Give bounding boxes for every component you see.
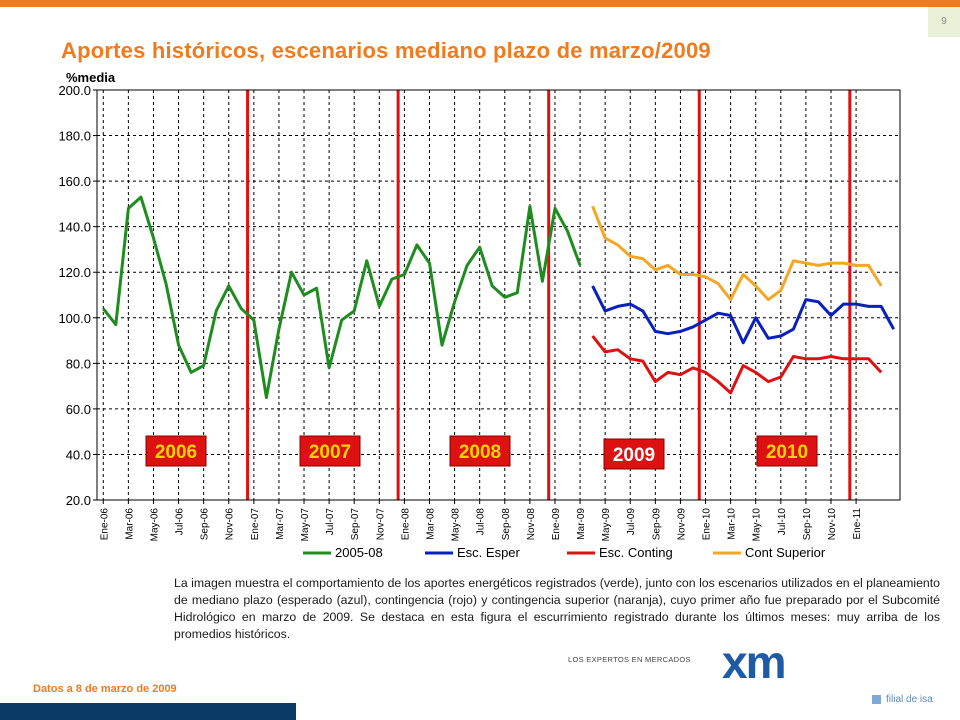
year-label: 2009 (603, 438, 665, 470)
x-tick-label: Ene-07 (250, 508, 261, 541)
y-tick-label: 100.0 (58, 311, 91, 326)
y-tick-label: 80.0 (66, 356, 91, 371)
y-axis-ticks: 200.0 180.0 160.0 140.0 120.0 100.0 80.0 60.0 40… (58, 83, 97, 508)
grid-lines (97, 90, 900, 500)
legend-label: Cont Superior (745, 545, 826, 560)
page-title: Aportes históricos, escenarios mediano p… (61, 38, 711, 63)
logo-subtitle: filial de isa (886, 694, 933, 705)
page-number: 9 (941, 16, 947, 27)
x-tick-label: Jul-09 (626, 508, 637, 536)
bottom-accent-bar (0, 703, 296, 720)
y-tick-label: 160.0 (58, 174, 91, 189)
x-tick-label: May-10 (752, 508, 763, 542)
x-tick-label: Ene-11 (852, 508, 863, 540)
x-tick-label: Jul-07 (325, 508, 336, 536)
x-tick-label: Sep-07 (350, 508, 361, 541)
y-tick-label: 40.0 (66, 447, 91, 462)
x-tick-label: Ene-08 (400, 508, 411, 541)
x-tick-label: Nov-10 (827, 508, 838, 541)
x-tick-label: Sep-06 (200, 508, 211, 541)
x-tick-label: Ene-06 (99, 508, 110, 541)
x-tick-label: May-09 (601, 508, 612, 542)
y-tick-label: 200.0 (58, 83, 91, 98)
x-tick-label: Mar-07 (275, 508, 286, 540)
chart-caption: La imagen muestra el comportamiento de l… (174, 576, 940, 641)
line-chart: %media 200.0 180.0 160.0 140.0 120.0 100.0 80.… (58, 70, 901, 560)
x-tick-label: Jul-10 (777, 508, 788, 536)
x-tick-label: Mar-06 (124, 508, 135, 540)
series-lines (102, 195, 896, 399)
year-label-box (449, 435, 511, 467)
x-axis-ticks: Ene-06 Mar-06 May-06 Jul-06 Sep-06 Nov-06 Ene-… (99, 500, 863, 541)
series-line (591, 205, 883, 302)
year-label-text: 2008 (459, 442, 501, 463)
top-accent-bar (0, 0, 960, 7)
y-tick-label: 120.0 (58, 265, 91, 280)
x-tick-label: May-06 (149, 508, 160, 542)
page-number-box (928, 7, 960, 37)
year-label-box (299, 435, 361, 467)
x-tick-label: Mar-10 (727, 508, 738, 540)
x-tick-label: Ene-10 (702, 508, 713, 541)
year-label: 2006 (145, 435, 207, 467)
year-label: 2008 (449, 435, 511, 467)
x-tick-label: Mar-09 (576, 508, 587, 540)
x-tick-label: May-07 (300, 508, 311, 542)
year-label: 2007 (299, 435, 361, 467)
data-date-note: Datos a 8 de marzo de 2009 (33, 683, 177, 695)
x-tick-label: Sep-09 (651, 508, 662, 541)
logo-tagline: LOS EXPERTOS EN MERCADOS (568, 655, 691, 664)
year-labels: 2006 2007 2008 2009 2010 (145, 435, 818, 470)
chart-legend: 2005-08 Esc. Esper Esc. Conting Cont Superi… (303, 545, 826, 560)
legend-item: Cont Superior (713, 545, 826, 560)
x-tick-label: Nov-06 (225, 508, 236, 541)
x-tick-label: Sep-10 (802, 508, 813, 541)
legend-label: Esc. Conting (599, 545, 673, 560)
x-tick-label: May-08 (451, 508, 462, 542)
series-line (591, 335, 883, 395)
year-dividers (246, 90, 852, 500)
x-tick-label: Nov-07 (375, 508, 386, 541)
x-tick-label: Nov-09 (676, 508, 687, 541)
x-tick-label: Sep-08 (501, 508, 512, 541)
y-tick-label: 20.0 (66, 493, 91, 508)
legend-item: Esc. Conting (567, 545, 673, 560)
x-tick-label: Jul-08 (476, 508, 487, 536)
year-label-text: 2010 (766, 442, 808, 463)
year-label-text: 2009 (613, 445, 655, 466)
y-tick-label: 60.0 (66, 402, 91, 417)
y-tick-label: 140.0 (58, 220, 91, 235)
legend-label: 2005-08 (335, 545, 383, 560)
year-label-box (756, 435, 818, 467)
x-tick-label: Nov-08 (526, 508, 537, 541)
legend-item: 2005-08 (303, 545, 383, 560)
year-label-text: 2006 (155, 442, 197, 463)
year-label-box (603, 438, 665, 470)
x-tick-label: Jul-06 (175, 508, 186, 536)
xm-logo: xm (722, 640, 787, 686)
series-line (591, 285, 896, 345)
xm-logo-text: xm (722, 640, 785, 686)
y-tick-label: 180.0 (58, 129, 91, 144)
isa-square-icon (872, 695, 881, 704)
x-tick-label: Ene-09 (551, 508, 562, 541)
series-line (102, 195, 582, 399)
year-label-box (145, 435, 207, 467)
year-label-text: 2007 (309, 442, 351, 463)
year-label: 2010 (756, 435, 818, 467)
legend-item: Esc. Esper (425, 545, 521, 560)
legend-label: Esc. Esper (457, 545, 521, 560)
x-tick-label: Mar-08 (425, 508, 436, 540)
y-axis-label: %media (66, 70, 116, 85)
plot-area-frame (96, 89, 901, 501)
